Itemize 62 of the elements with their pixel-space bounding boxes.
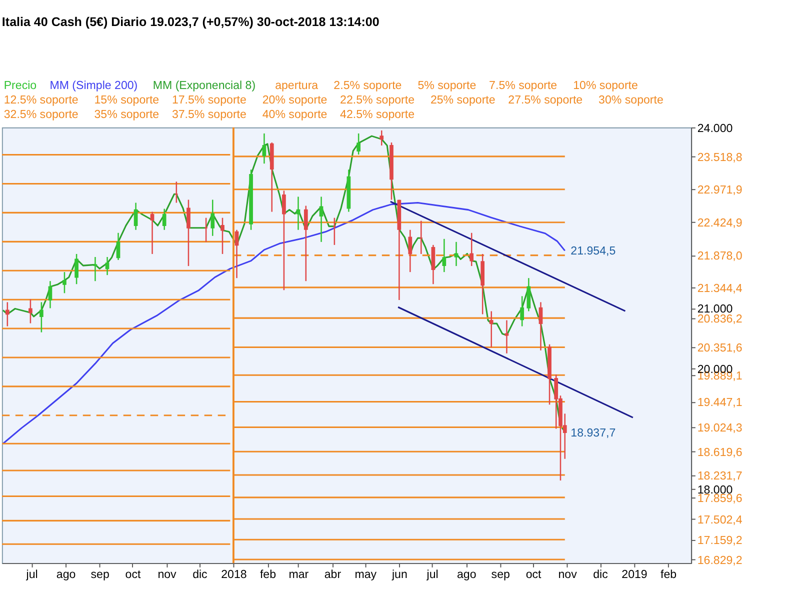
x-tick-label: jul xyxy=(25,569,38,582)
y-tick-label: 24.000 xyxy=(697,122,733,135)
x-tick-label: 2018 xyxy=(221,569,247,582)
text: 12.5% soporte xyxy=(4,94,78,106)
y-tick-label: 21.000 xyxy=(697,304,733,316)
legend-label: 42.5% soporte xyxy=(340,108,415,121)
x-tick-label: ago xyxy=(56,569,76,582)
text: 20% soporte xyxy=(262,94,328,106)
x-tick-label: nov xyxy=(158,569,177,582)
text: 10% soporte xyxy=(573,80,638,92)
annotation: 18.937,7 xyxy=(570,427,616,440)
x-tick-label: dic xyxy=(192,569,208,582)
x-tick-label: feb xyxy=(260,569,276,582)
x-tick-label: ago xyxy=(456,569,476,582)
y-tick-label: 19.024,3 xyxy=(697,422,742,435)
x-tick-label: oct xyxy=(125,569,142,582)
y-tick-label: 22.971,9 xyxy=(697,184,742,197)
text: 22.5% soporte xyxy=(340,94,415,106)
text: 17.5% soporte xyxy=(172,94,246,106)
y-tick-label: 20.836,2 xyxy=(697,313,742,326)
y-tick-label: 19.889,1 xyxy=(697,370,742,382)
text: MM (Simple 200) xyxy=(50,80,138,92)
y-tick-label: 18.231,7 xyxy=(697,470,742,482)
text: 7.5% soporte xyxy=(489,80,558,92)
text: 5% soporte xyxy=(418,80,476,92)
text: 15% soporte xyxy=(94,94,160,106)
x-tick-label: sep xyxy=(90,569,110,582)
x-tick-label: dic xyxy=(593,569,608,582)
x-tick-label: feb xyxy=(660,569,677,582)
x-tick-label: may xyxy=(354,569,377,582)
y-tick-label: 23.518,8 xyxy=(697,152,742,164)
y-tick-label: 18.619,6 xyxy=(697,446,742,459)
x-tick-label: jul xyxy=(426,569,438,582)
annotation: 21.954,5 xyxy=(570,246,616,258)
x-tick-label: jun xyxy=(390,569,408,582)
y-tick-label: 21.344,4 xyxy=(697,282,743,295)
x-tick-label: oct xyxy=(526,569,542,582)
legend-label: 35% soporte xyxy=(94,108,160,121)
text: MM (Exponencial 8) xyxy=(152,80,256,92)
legend-label: 37.5% soporte xyxy=(172,108,246,121)
y-tick-label: 17.502,4 xyxy=(697,514,743,526)
chart-title: Italia 40 Cash (5€) Diario 19.023,7 (+0,57%) 30-oct-2018 13:14:00 xyxy=(2,15,380,30)
text: 30% soporte xyxy=(598,94,664,106)
text: 25% soporte xyxy=(430,94,496,106)
y-tick-label: 22.424,9 xyxy=(697,218,742,230)
x-tick-label: sep xyxy=(491,569,510,582)
text: Precio xyxy=(4,80,37,92)
y-tick-label: 19.447,1 xyxy=(697,397,742,410)
x-tick-label: nov xyxy=(558,569,578,582)
x-tick-label: abr xyxy=(324,569,342,582)
y-tick-label: 17.859,6 xyxy=(697,492,742,505)
text: 27.5% soporte xyxy=(508,94,583,106)
legend-label: 32.5% soporte xyxy=(4,108,78,121)
y-tick-label: 17.159,2 xyxy=(697,534,742,547)
y-tick-label: 21.878,0 xyxy=(697,250,742,263)
x-tick-label: mar xyxy=(288,569,309,582)
y-tick-label: 20.351,6 xyxy=(697,342,742,355)
text: apertura xyxy=(275,80,319,92)
y-tick-label: 16.829,2 xyxy=(697,554,742,567)
text: 2.5% soporte xyxy=(334,80,402,92)
legend-label: 40% soporte xyxy=(262,108,328,121)
x-tick-label: 2019 xyxy=(622,569,648,582)
